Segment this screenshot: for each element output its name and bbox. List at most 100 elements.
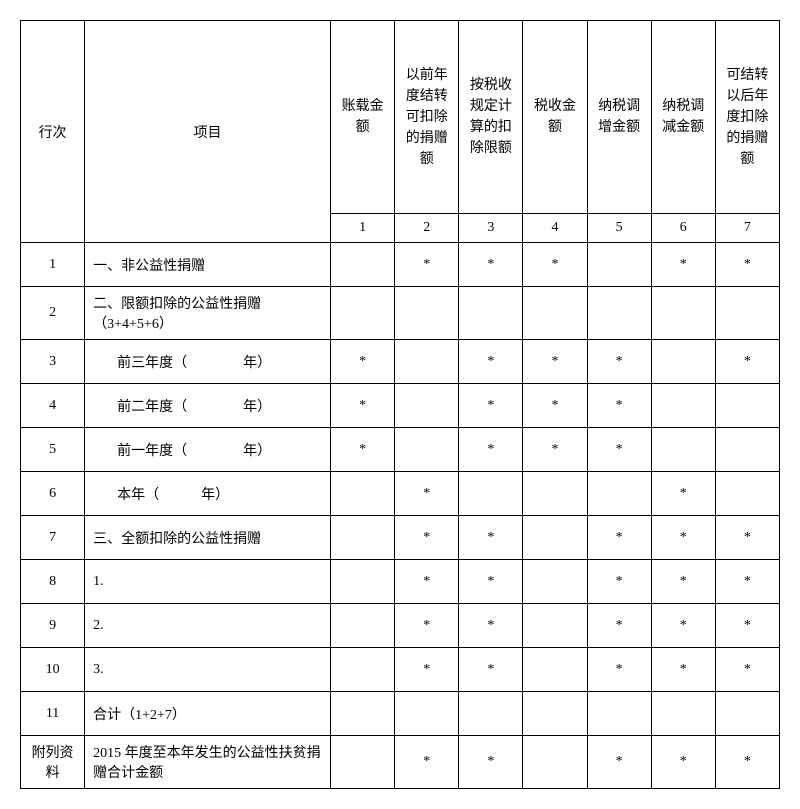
cell-value <box>395 692 459 736</box>
cell-value <box>523 648 587 692</box>
cell-value <box>523 692 587 736</box>
cell-value <box>715 692 779 736</box>
cell-value <box>523 560 587 604</box>
header-index-2: 2 <box>395 214 459 243</box>
row-item: 二、限额扣除的公益性捐赠（3+4+5+6） <box>85 287 331 340</box>
cell-value <box>395 384 459 428</box>
row-number: 7 <box>21 516 85 560</box>
donation-deduction-table: 行次 项目 账载金额 以前年度结转可扣除的捐赠额 按税收规定计算的扣除限额 税收… <box>20 20 780 789</box>
cell-value <box>331 560 395 604</box>
cell-value: * <box>459 604 523 648</box>
cell-value: * <box>523 428 587 472</box>
cell-value: * <box>395 648 459 692</box>
cell-value: * <box>715 648 779 692</box>
cell-value <box>395 340 459 384</box>
cell-value <box>459 287 523 340</box>
cell-value: * <box>459 384 523 428</box>
cell-value <box>331 648 395 692</box>
row-number: 3 <box>21 340 85 384</box>
cell-value: * <box>715 604 779 648</box>
table-header: 行次 项目 账载金额 以前年度结转可扣除的捐赠额 按税收规定计算的扣除限额 税收… <box>21 21 780 243</box>
cell-value: * <box>715 736 779 789</box>
cell-value <box>331 472 395 516</box>
cell-value <box>651 340 715 384</box>
cell-value: * <box>395 560 459 604</box>
cell-value: * <box>715 243 779 287</box>
row-item: 2015 年度至本年发生的公益性扶贫捐赠合计金额 <box>85 736 331 789</box>
row-item: 2. <box>85 604 331 648</box>
cell-value <box>715 384 779 428</box>
cell-value <box>331 736 395 789</box>
cell-value <box>523 736 587 789</box>
cell-value <box>715 472 779 516</box>
cell-value: * <box>523 340 587 384</box>
row-number: 9 <box>21 604 85 648</box>
row-number: 4 <box>21 384 85 428</box>
cell-value <box>587 287 651 340</box>
cell-value: * <box>587 604 651 648</box>
cell-value: * <box>587 340 651 384</box>
cell-value: * <box>459 560 523 604</box>
cell-value <box>331 287 395 340</box>
header-index-6: 6 <box>651 214 715 243</box>
table-row: 103.***** <box>21 648 780 692</box>
header-index-4: 4 <box>523 214 587 243</box>
cell-value <box>395 287 459 340</box>
table-row: 92.***** <box>21 604 780 648</box>
table-row: 7三、全额扣除的公益性捐赠***** <box>21 516 780 560</box>
cell-value: * <box>395 243 459 287</box>
cell-value: * <box>523 384 587 428</box>
row-item: 一、非公益性捐赠 <box>85 243 331 287</box>
row-item: 3. <box>85 648 331 692</box>
cell-value <box>331 516 395 560</box>
cell-value: * <box>715 516 779 560</box>
cell-value <box>395 428 459 472</box>
cell-value <box>331 692 395 736</box>
table-row: 附列资料2015 年度至本年发生的公益性扶贫捐赠合计金额***** <box>21 736 780 789</box>
row-number: 1 <box>21 243 85 287</box>
cell-value <box>587 692 651 736</box>
cell-value: * <box>395 516 459 560</box>
row-number: 2 <box>21 287 85 340</box>
table-row: 5前一年度（ 年）**** <box>21 428 780 472</box>
table-body: 1一、非公益性捐赠*****2二、限额扣除的公益性捐赠（3+4+5+6）3前三年… <box>21 243 780 789</box>
header-col-4: 税收金额 <box>523 21 587 214</box>
cell-value <box>523 472 587 516</box>
cell-value <box>523 604 587 648</box>
cell-value <box>651 428 715 472</box>
table-row: 3前三年度（ 年）***** <box>21 340 780 384</box>
row-number: 10 <box>21 648 85 692</box>
header-index-3: 3 <box>459 214 523 243</box>
cell-value: * <box>651 243 715 287</box>
cell-value: * <box>651 516 715 560</box>
cell-value: * <box>587 736 651 789</box>
cell-value: * <box>587 516 651 560</box>
cell-value <box>523 516 587 560</box>
cell-value: * <box>651 736 715 789</box>
cell-value <box>715 428 779 472</box>
cell-value: * <box>331 340 395 384</box>
table-row: 6本年（ 年）** <box>21 472 780 516</box>
cell-value <box>459 472 523 516</box>
cell-value <box>587 472 651 516</box>
cell-value: * <box>459 516 523 560</box>
table-row: 2二、限额扣除的公益性捐赠（3+4+5+6） <box>21 287 780 340</box>
cell-value <box>651 692 715 736</box>
header-row-no: 行次 <box>21 21 85 243</box>
cell-value: * <box>651 472 715 516</box>
cell-value <box>331 243 395 287</box>
cell-value: * <box>651 648 715 692</box>
cell-value: * <box>523 243 587 287</box>
cell-value: * <box>395 736 459 789</box>
cell-value: * <box>651 560 715 604</box>
cell-value: * <box>651 604 715 648</box>
cell-value: * <box>587 384 651 428</box>
cell-value: * <box>715 560 779 604</box>
header-col-6: 纳税调减金额 <box>651 21 715 214</box>
row-number: 5 <box>21 428 85 472</box>
cell-value <box>715 287 779 340</box>
row-item: 前二年度（ 年） <box>85 384 331 428</box>
cell-value <box>651 384 715 428</box>
row-number: 6 <box>21 472 85 516</box>
header-index-7: 7 <box>715 214 779 243</box>
